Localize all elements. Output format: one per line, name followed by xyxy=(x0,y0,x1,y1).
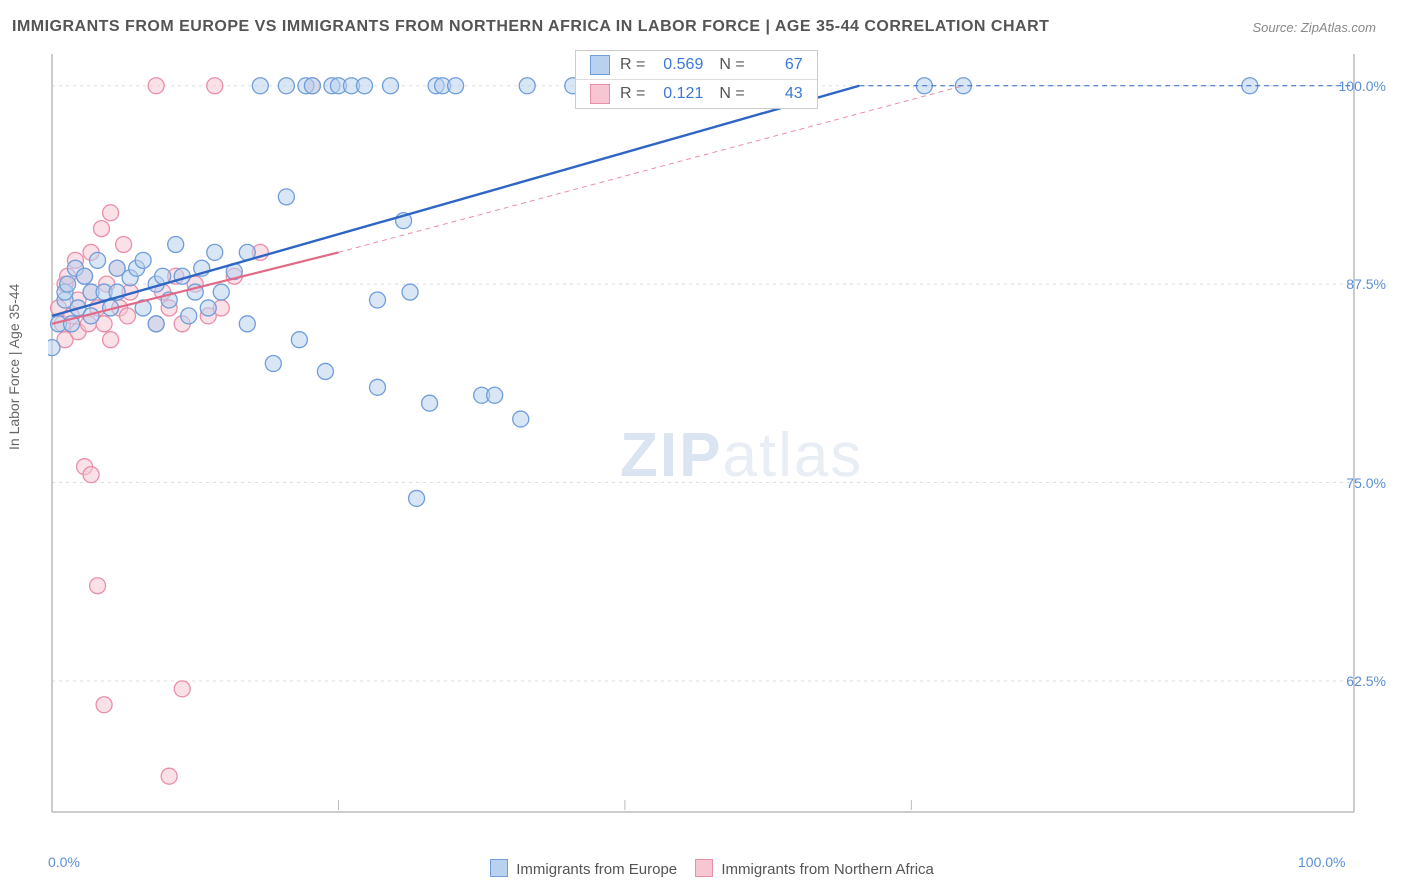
x-tick-label: 0.0% xyxy=(48,854,80,870)
n-value: 67 xyxy=(749,56,803,74)
y-tick-label: 100.0% xyxy=(1339,78,1386,94)
plot-svg xyxy=(48,50,1358,820)
legend-swatch xyxy=(590,55,610,75)
y-axis-label: In Labor Force | Age 35-44 xyxy=(6,284,22,450)
legend-swatch xyxy=(590,84,610,104)
chart-container: IMMIGRANTS FROM EUROPE VS IMMIGRANTS FRO… xyxy=(0,0,1406,892)
y-tick-label: 75.0% xyxy=(1346,475,1386,491)
stats-row: R =0.121 N = 43 xyxy=(576,80,817,108)
legend-swatch xyxy=(490,859,508,877)
n-label: N = xyxy=(719,56,744,74)
legend-label: Immigrants from Northern Africa xyxy=(717,861,934,878)
n-value: 43 xyxy=(749,85,803,103)
source-attribution: Source: ZipAtlas.com xyxy=(1252,20,1376,35)
r-value: 0.569 xyxy=(649,56,703,74)
source-link[interactable]: ZipAtlas.com xyxy=(1301,20,1376,35)
chart-title: IMMIGRANTS FROM EUROPE VS IMMIGRANTS FRO… xyxy=(12,18,1049,36)
r-label: R = xyxy=(620,85,645,103)
x-tick-label: 100.0% xyxy=(1298,854,1345,870)
y-tick-label: 62.5% xyxy=(1346,673,1386,689)
source-prefix: Source: xyxy=(1252,20,1300,35)
r-value: 0.121 xyxy=(649,85,703,103)
bottom-legend: Immigrants from Europe Immigrants from N… xyxy=(0,859,1406,878)
n-label: N = xyxy=(719,85,744,103)
stats-box: R =0.569 N = 67 R =0.121 N = 43 xyxy=(575,50,818,109)
plot-area xyxy=(48,50,1358,820)
stats-row: R =0.569 N = 67 xyxy=(576,51,817,80)
r-label: R = xyxy=(620,56,645,74)
y-tick-label: 87.5% xyxy=(1346,276,1386,292)
legend-swatch xyxy=(695,859,713,877)
legend-label: Immigrants from Europe xyxy=(512,861,677,878)
